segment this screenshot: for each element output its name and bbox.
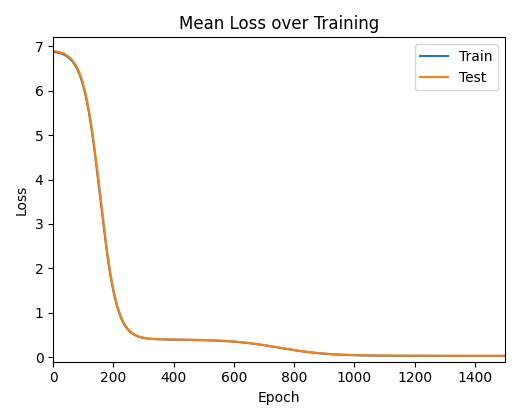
Train [152,337,158,342]
Train [188,337,194,342]
Test [430,353,436,358]
Legend: Train, Test: Train, Test [414,44,498,90]
Test [445,353,451,358]
Y-axis label: Loss: Loss [15,184,29,215]
Test [50,48,56,53]
Train [502,353,508,358]
Train [50,49,56,54]
Test [152,336,158,341]
Train [84,101,90,106]
Line: Train: Train [53,52,505,356]
X-axis label: Epoch: Epoch [258,391,301,405]
Test [313,350,319,355]
Line: Test: Test [53,51,505,356]
Train [430,353,436,358]
Title: Mean Loss over Training: Mean Loss over Training [179,15,379,33]
Test [502,353,508,358]
Test [188,337,194,342]
Train [313,350,319,355]
Test [84,99,90,104]
Train [445,353,451,358]
